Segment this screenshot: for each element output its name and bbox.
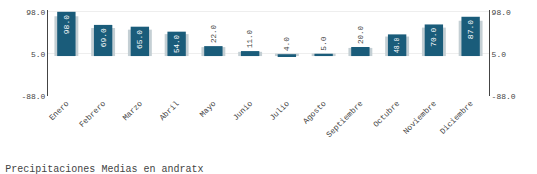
svg-text:Enero: Enero [47,99,70,122]
svg-text:5.0: 5.0 [319,36,328,51]
svg-text:Marzo: Marzo [121,99,144,122]
svg-text:Abril: Abril [158,99,181,122]
svg-text:98.0: 98.0 [62,15,71,34]
svg-text:Octubre: Octubre [371,99,401,129]
svg-text:70.0: 70.0 [429,27,438,46]
svg-text:48.0: 48.0 [394,37,401,53]
svg-text:87.0: 87.0 [466,20,475,39]
svg-text:-88.0: -88.0 [21,92,45,101]
svg-text:Septiembre: Septiembre [324,99,364,139]
svg-text:5.0: 5.0 [492,50,507,59]
svg-text:20.0: 20.0 [357,25,365,44]
svg-text:5.0: 5.0 [31,50,46,59]
svg-text:Julio: Julio [268,99,291,122]
svg-text:Precipitaciones Medias en andr: Precipitaciones Medias en andratx [5,164,203,174]
svg-text:69.0: 69.0 [99,28,108,47]
svg-text:98.0: 98.0 [492,8,511,17]
svg-text:Diciembre: Diciembre [438,99,475,136]
svg-text:65.0: 65.0 [135,30,144,49]
svg-text:Agosto: Agosto [301,99,328,126]
svg-text:98.0: 98.0 [26,8,45,17]
svg-text:-88.0: -88.0 [492,92,516,101]
svg-text:Febrero: Febrero [77,99,107,129]
svg-text:11.0: 11.0 [246,29,254,48]
svg-text:Noviembre: Noviembre [401,99,438,136]
svg-text:22.0: 22.0 [210,24,218,43]
svg-text:Mayo: Mayo [198,99,218,119]
svg-text:4.0: 4.0 [282,37,291,52]
svg-text:Junio: Junio [231,99,254,122]
svg-text:54.0: 54.0 [173,34,181,53]
